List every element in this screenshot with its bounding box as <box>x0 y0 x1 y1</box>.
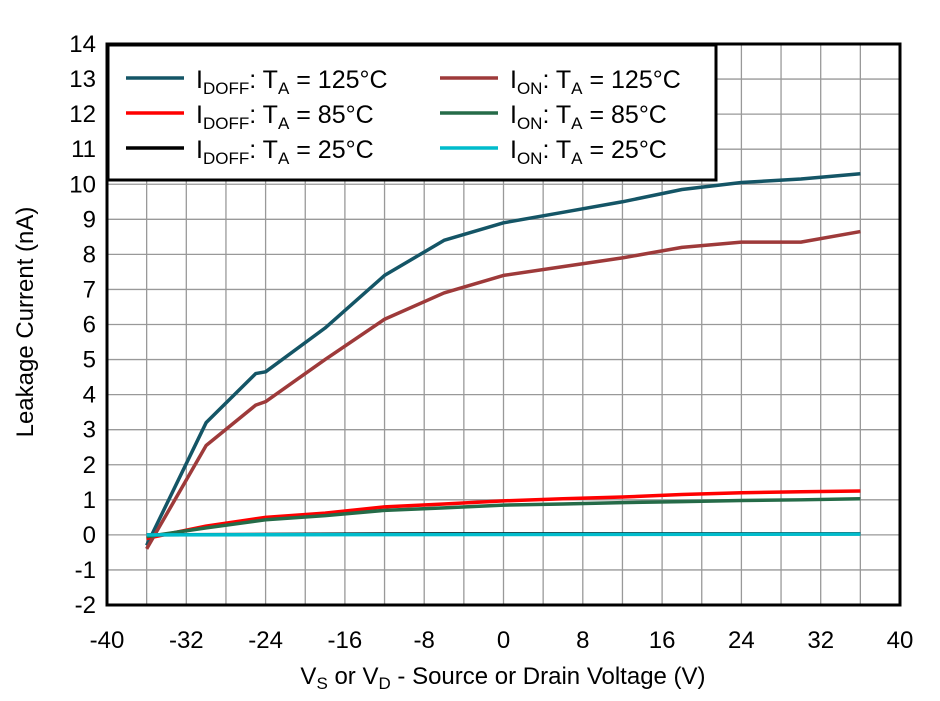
y-tick-label: 11 <box>71 136 96 163</box>
x-tick-label: 0 <box>497 627 510 654</box>
y-tick-label: 13 <box>69 66 96 93</box>
y-tick-label: 6 <box>83 312 96 339</box>
y-tick-label: 14 <box>69 31 96 58</box>
legend-entry: ION: TA = 25°C <box>510 136 667 168</box>
x-axis-label: VS or VD - Source or Drain Voltage (V) <box>300 663 705 693</box>
legend-box <box>106 43 718 182</box>
y-tick-label: 0 <box>83 522 96 549</box>
x-tick-label: 24 <box>728 627 755 654</box>
x-tick-label: 16 <box>649 627 676 654</box>
y-tick-label: 2 <box>83 452 96 479</box>
x-tick-label: -24 <box>248 627 283 654</box>
y-tick-label: 8 <box>83 241 96 268</box>
y-tick-label: 7 <box>83 276 96 303</box>
x-tick-label: -16 <box>328 627 363 654</box>
legend-entry: IDOFF: TA = 85°C <box>196 101 374 133</box>
series-line <box>145 171 861 547</box>
legend-entry: ION: TA = 125°C <box>510 66 681 98</box>
x-tick-label: -32 <box>169 627 204 654</box>
x-tick-label: 32 <box>807 627 834 654</box>
legend-entry: IDOFF: TA = 25°C <box>196 136 374 168</box>
y-tick-label: 9 <box>83 206 96 233</box>
series-line <box>146 532 861 537</box>
tick-labels: -40 -32 -24 -16 -8 0 8 16 24 32 40-2-1012345678910… <box>69 31 913 654</box>
y-tick-label: -1 <box>75 557 96 584</box>
y-axis-label: Leakage Current (nA) <box>12 207 39 438</box>
series-lines <box>145 171 861 550</box>
y-tick-label: 3 <box>83 417 96 444</box>
y-tick-label: 12 <box>69 101 96 128</box>
y-tick-label: -2 <box>75 592 96 619</box>
y-tick-label: 5 <box>83 347 96 374</box>
y-tick-label: 4 <box>83 382 96 409</box>
legend-entry: IDOFF: TA = 125°C <box>196 66 388 98</box>
series-line <box>146 497 861 539</box>
x-tick-label: 8 <box>576 627 589 654</box>
legend-entry: ION: TA = 85°C <box>510 101 667 133</box>
x-tick-label: 40 <box>887 627 914 654</box>
x-tick-label: -40 <box>90 627 125 654</box>
y-tick-label: 10 <box>69 171 96 198</box>
y-tick-label: 1 <box>83 487 96 514</box>
series-line <box>146 489 861 541</box>
x-tick-label: -8 <box>414 627 435 654</box>
series-line <box>145 229 861 550</box>
